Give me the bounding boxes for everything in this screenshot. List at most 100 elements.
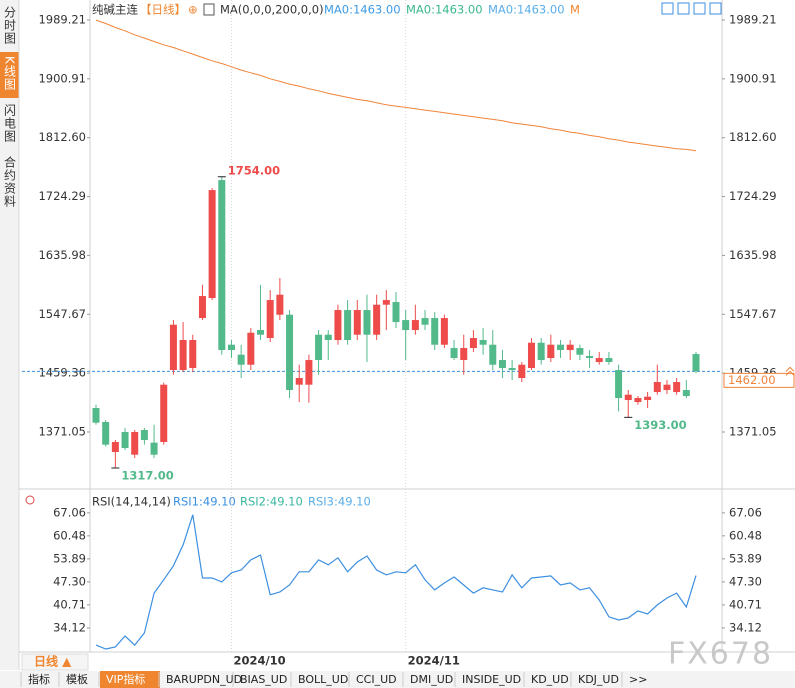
- ma-value: MA0:1463.00: [324, 3, 401, 17]
- y-tick-label-right: 1371.05: [729, 424, 777, 438]
- toolbar-item[interactable]: 指标: [28, 672, 50, 686]
- candle-body: [160, 384, 168, 443]
- candle-body: [450, 348, 458, 359]
- icon[interactable]: [709, 2, 722, 15]
- extreme-label: 1754.00: [228, 163, 280, 177]
- candle-body: [479, 340, 487, 345]
- sidebar-tab[interactable]: 分时图: [3, 6, 17, 45]
- ma-value: MA0:1463.00: [406, 3, 483, 17]
- rsi-title: RSI(14,14,14): [92, 495, 171, 509]
- y-tick-label: 1724.29: [38, 189, 86, 203]
- candle-body: [344, 310, 352, 341]
- toolbar-item[interactable]: BIAS_UD: [240, 673, 287, 686]
- sidebar-tab[interactable]: K线图: [3, 56, 17, 91]
- candle-body: [373, 304, 381, 335]
- candle-body: [634, 398, 642, 403]
- ma-params: MA(0,0,0,200,0,0): [220, 3, 324, 17]
- last-price-label: 1462.00: [728, 373, 776, 387]
- candle-body: [363, 310, 371, 335]
- toolbar-item[interactable]: BOLL_UD: [298, 673, 348, 686]
- watermark: FX678: [668, 637, 773, 672]
- candle-body: [469, 338, 477, 349]
- y-tick-label: 1989.21: [38, 12, 86, 26]
- toolbar-item[interactable]: BARUPDN_UD: [166, 673, 242, 686]
- active-tab-bg: [0, 52, 19, 98]
- candle-body: [353, 310, 361, 335]
- x-tick-label: 2024/10: [233, 654, 285, 668]
- toolbar: [0, 671, 795, 688]
- y-tick-label: 60.48: [53, 528, 86, 542]
- candle-body: [150, 442, 158, 455]
- toolbar-item[interactable]: DMI_UD: [410, 673, 453, 686]
- sidebar-tab[interactable]: 闪电图: [3, 104, 17, 143]
- y-tick-label-right: 1547.67: [729, 307, 777, 321]
- icon[interactable]: [661, 2, 674, 15]
- sidebar-tab[interactable]: 合约资料: [3, 155, 17, 208]
- candle-body: [547, 344, 555, 359]
- candle-body: [324, 334, 332, 341]
- y-tick-label-right: 47.30: [729, 574, 762, 588]
- x-tick-label: 2024/11: [408, 654, 460, 668]
- rsi-legend: RSI3:49.10: [308, 495, 371, 509]
- candle-body: [247, 332, 255, 365]
- y-tick-label: 1459.36: [38, 366, 86, 380]
- candle-body: [411, 320, 419, 331]
- y-tick-label-right: 1812.60: [729, 130, 777, 144]
- y-tick-label-right: 40.71: [729, 597, 762, 611]
- candle-body: [102, 422, 110, 445]
- toolbar-item[interactable]: 模板: [66, 672, 88, 686]
- toolbar-item[interactable]: KD_UD: [531, 673, 569, 686]
- sidebar: [0, 0, 19, 670]
- settings-icon[interactable]: ⊕: [188, 3, 198, 17]
- period-button[interactable]: 日线 ▲: [34, 654, 72, 669]
- toolbar-item[interactable]: INSIDE_UD: [462, 673, 521, 686]
- candle-body: [402, 320, 410, 331]
- candle-body: [189, 340, 197, 369]
- y-tick-label: 1547.67: [38, 307, 86, 321]
- symbol: 纯碱主连: [92, 3, 138, 17]
- y-tick-label-right: 1635.98: [729, 248, 777, 262]
- candle-body: [208, 190, 216, 299]
- candle-body: [537, 342, 545, 361]
- y-tick-label-right: 53.89: [729, 551, 762, 565]
- candle-body: [653, 382, 661, 393]
- candle-body: [518, 364, 526, 379]
- period[interactable]: 【日线】: [140, 3, 186, 17]
- icon[interactable]: [693, 2, 706, 15]
- candle-body: [237, 354, 245, 365]
- toolbar-item[interactable]: KDJ_UD: [578, 673, 619, 686]
- extreme-label: 1393.00: [634, 418, 686, 432]
- ma-icon[interactable]: [203, 3, 215, 16]
- toolbar-item[interactable]: VIP指标: [106, 672, 145, 686]
- candle-body: [315, 334, 323, 361]
- icon[interactable]: [677, 2, 690, 15]
- candle-body: [111, 442, 119, 453]
- ma-more: M: [570, 3, 580, 17]
- toolbar-item[interactable]: >>: [629, 673, 647, 686]
- y-tick-label: 1371.05: [38, 424, 86, 438]
- last-price-box: [723, 372, 795, 388]
- candle-body: [615, 370, 623, 399]
- y-tick-label: 1812.60: [38, 130, 86, 144]
- candle-body: [286, 314, 294, 391]
- candle-body: [169, 324, 177, 371]
- candle-body: [576, 348, 584, 355]
- candle-body: [382, 300, 390, 305]
- rsi-icon[interactable]: [25, 495, 35, 505]
- candle-body: [605, 358, 613, 363]
- candle-body: [586, 356, 594, 359]
- candle-body: [121, 432, 129, 449]
- y-tick-label: 40.71: [53, 597, 86, 611]
- candle-body: [682, 390, 690, 397]
- candle-body: [257, 330, 265, 335]
- candle-body: [131, 432, 139, 455]
- candle-body: [663, 384, 671, 391]
- y-tick-label: 1635.98: [38, 248, 86, 262]
- toolbar-item[interactable]: CCI_UD: [356, 673, 397, 686]
- extreme-label: 1317.00: [121, 469, 173, 483]
- period-button-bg: [21, 653, 89, 671]
- candle-body: [460, 348, 468, 361]
- y-tick-label: 47.30: [53, 574, 86, 588]
- window-icons: [661, 2, 722, 15]
- candle-body: [218, 180, 226, 351]
